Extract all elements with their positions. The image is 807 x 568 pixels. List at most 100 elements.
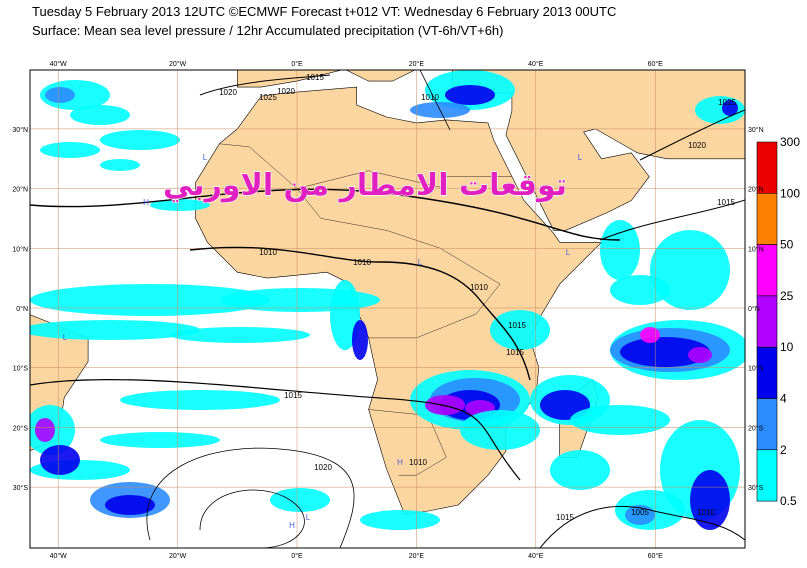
pressure-center: L <box>578 153 583 162</box>
precip-area <box>120 390 280 410</box>
lat-label-right: 30°S <box>748 484 764 492</box>
lat-label-right: 20°N <box>748 186 764 194</box>
lat-label-left: 0°N <box>16 305 28 313</box>
isobar-label: 1020 <box>219 88 237 97</box>
precip-area <box>330 280 360 350</box>
precip-area <box>445 85 495 105</box>
legend-label: 10 <box>780 340 794 354</box>
lon-label-top: 0°E <box>291 60 303 68</box>
lat-label-left: 10°S <box>13 365 29 373</box>
legend-label: 100 <box>780 186 800 200</box>
isobar-label: 1010 <box>259 248 277 257</box>
lon-label-bottom: 60°E <box>648 552 664 560</box>
lat-label-right: 30°N <box>748 126 764 134</box>
precip-area <box>100 159 140 171</box>
legend-label: 50 <box>780 238 794 252</box>
precip-area <box>40 142 100 158</box>
legend-band <box>756 141 778 194</box>
legend-label: 300 <box>780 135 800 149</box>
precip-area <box>100 130 180 150</box>
legend-band <box>756 295 778 348</box>
isobar-label: 1020 <box>688 141 706 150</box>
isobar <box>30 188 621 241</box>
pressure-center: L <box>203 153 208 162</box>
legend-label: 0.5 <box>780 494 797 508</box>
lon-label-bottom: 40°E <box>528 552 544 560</box>
lat-label-right: 20°S <box>748 424 764 432</box>
lat-label-right: 0°N <box>748 305 760 313</box>
lat-label-left: 20°S <box>13 424 29 432</box>
precip-area <box>460 410 540 450</box>
country-border <box>219 143 512 189</box>
lat-label-left: 30°S <box>13 484 29 492</box>
isobar-label: 1020 <box>277 87 295 96</box>
isobar <box>599 199 745 241</box>
lon-label-bottom: 20°W <box>169 552 187 560</box>
lon-label-bottom: 20°E <box>409 552 425 560</box>
pressure-center: H <box>143 198 149 207</box>
header-line-2: Surface: Mean sea level pressure / 12hr … <box>32 23 504 38</box>
isobar <box>199 74 331 96</box>
pressure-center: H <box>397 458 403 467</box>
precip-area <box>170 327 310 343</box>
precip-area <box>30 320 200 340</box>
lat-label-left: 10°N <box>12 245 28 253</box>
isobar-label: 1010 <box>353 258 371 267</box>
legend-label: 4 <box>780 392 787 406</box>
lon-label-top: 20°W <box>169 60 187 68</box>
isobar-label: 1015 <box>556 513 574 522</box>
precip-area <box>722 100 738 116</box>
isobar-label: 1025 <box>259 93 277 102</box>
land <box>237 70 416 88</box>
isobar-label: 1015 <box>508 321 526 330</box>
legend-label: 25 <box>780 289 794 303</box>
map-frame <box>29 69 746 549</box>
isobar-label: 1010 <box>409 458 427 467</box>
precip-area <box>490 310 550 350</box>
precip-area <box>40 445 80 475</box>
lon-label-top: 40°E <box>528 60 544 68</box>
isobar <box>189 246 531 381</box>
isobar <box>146 447 355 548</box>
legend-label: 2 <box>780 443 787 457</box>
isobar-label: 1025 <box>718 98 736 107</box>
lat-label-left: 20°N <box>12 186 28 194</box>
precip-area <box>425 395 465 415</box>
lon-label-top: 40°W <box>50 60 68 68</box>
precip-area <box>690 470 730 530</box>
precip-area <box>360 510 440 530</box>
lat-label-right: 10°S <box>748 365 764 373</box>
isobar-label: 1015 <box>306 73 324 82</box>
isobar <box>30 378 521 481</box>
precip-area <box>105 495 155 515</box>
isobar-label: 1020 <box>314 463 332 472</box>
isobar <box>419 70 451 131</box>
isobar-label: 1015 <box>506 348 524 357</box>
legend-band <box>756 398 778 451</box>
precip-area <box>640 327 660 343</box>
isobar <box>539 505 745 548</box>
isobar-label: 1010 <box>470 283 488 292</box>
isobar-label: 1005 <box>631 508 649 517</box>
precip-area <box>620 337 710 367</box>
isobar-label: 1015 <box>717 198 735 207</box>
legend: 300 100 50 25 10 4 2 0.5 <box>756 135 800 508</box>
precip-area <box>35 418 55 442</box>
legend-band <box>756 449 778 502</box>
precip-area <box>150 199 210 211</box>
precip-area <box>45 87 75 103</box>
lon-label-bottom: 40°W <box>50 552 68 560</box>
precip-area <box>625 505 655 525</box>
pressure-center: L <box>306 513 311 522</box>
country-border <box>296 188 501 339</box>
isobar <box>639 109 745 161</box>
precip-area <box>600 220 640 280</box>
pressure-center: L <box>418 258 423 267</box>
isobar <box>199 489 305 548</box>
precip-area <box>100 432 220 448</box>
lon-label-bottom: 0°E <box>291 552 303 560</box>
isobar-label: 1010 <box>421 93 439 102</box>
header-line-1: Tuesday 5 February 2013 12UTC ©ECMWF For… <box>32 4 616 19</box>
pressure-center: L <box>63 333 68 342</box>
